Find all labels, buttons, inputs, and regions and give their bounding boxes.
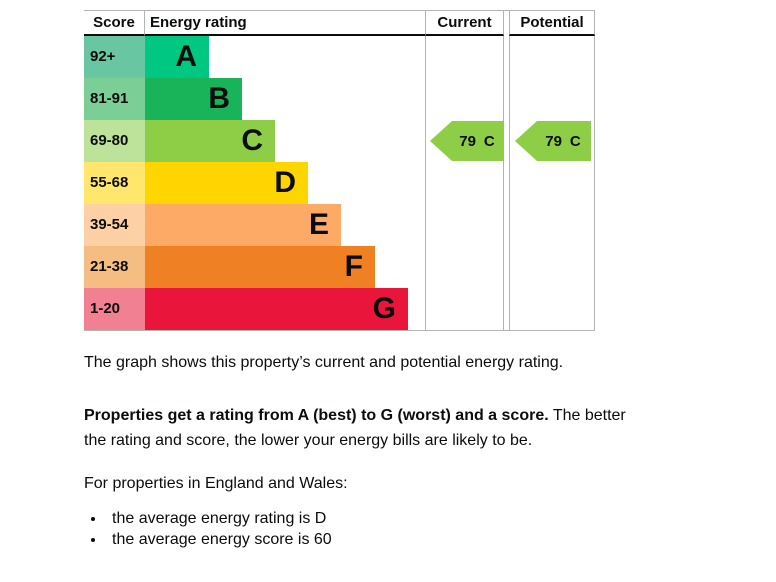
score-range-cell: 81-91 bbox=[84, 78, 145, 120]
rating-bar-e: E bbox=[145, 204, 341, 246]
list-item: the average energy score is 60 bbox=[106, 529, 636, 550]
score-range-cell: 55-68 bbox=[84, 162, 145, 204]
score-range-cell: 1-20 bbox=[84, 288, 145, 330]
score-range-cell: 69-80 bbox=[84, 120, 145, 162]
band-row-f: 21-38 F bbox=[84, 246, 425, 288]
potential-rating-arrow: 79 C bbox=[515, 121, 591, 161]
current-column-box bbox=[425, 36, 504, 330]
rating-explanation-paragraph: Properties get a rating from A (best) to… bbox=[84, 403, 636, 453]
column-header-energy-rating: Energy rating bbox=[145, 11, 425, 36]
current-band: C bbox=[483, 132, 495, 150]
chart-description: The graph shows this property’s current … bbox=[84, 350, 636, 550]
band-row-e: 39-54 E bbox=[84, 204, 425, 246]
description-paragraph: The graph shows this property’s current … bbox=[84, 354, 564, 371]
list-item: the average energy rating is D bbox=[106, 508, 636, 529]
rating-explanation-bold: Properties get a rating from A (best) to… bbox=[84, 407, 549, 424]
score-range-cell: 92+ bbox=[84, 36, 145, 78]
rating-bar-f: F bbox=[145, 246, 375, 288]
rating-explanation-rest: The better the rating and score, the low… bbox=[84, 407, 626, 449]
rating-bar-g: G bbox=[145, 288, 408, 330]
rating-bar-c: C bbox=[145, 120, 275, 162]
england-wales-heading: For properties in England and Wales: bbox=[84, 475, 348, 492]
score-range-cell: 39-54 bbox=[84, 204, 145, 246]
rating-bar-b: B bbox=[145, 78, 242, 120]
column-header-current: Current bbox=[425, 11, 504, 36]
rating-bar-a: A bbox=[145, 36, 209, 78]
potential-arrow-shape bbox=[515, 121, 591, 161]
band-row-g: 1-20 G bbox=[84, 288, 425, 330]
column-header-score: Score bbox=[84, 11, 145, 36]
column-header-potential: Potential bbox=[509, 11, 595, 36]
band-row-d: 55-68 D bbox=[84, 162, 425, 204]
potential-column-box bbox=[509, 36, 595, 330]
potential-rating-label: 79 C bbox=[535, 121, 591, 161]
potential-score: 79 bbox=[545, 132, 562, 150]
current-score: 79 bbox=[459, 132, 476, 150]
band-row-c: 69-80 C bbox=[84, 120, 425, 162]
potential-band: C bbox=[569, 132, 581, 150]
current-rating-arrow: 79 C bbox=[430, 121, 504, 161]
current-rating-label: 79 C bbox=[450, 121, 504, 161]
band-row-b: 81-91 B bbox=[84, 78, 425, 120]
band-row-a: 92+ A bbox=[84, 36, 425, 78]
current-arrow-shape bbox=[430, 121, 504, 161]
rating-bar-d: D bbox=[145, 162, 308, 204]
epc-rating-chart: Score Energy rating Current Potential 92… bbox=[84, 10, 595, 331]
score-range-cell: 21-38 bbox=[84, 246, 145, 288]
averages-bullet-list: the average energy rating is D the avera… bbox=[84, 508, 636, 550]
